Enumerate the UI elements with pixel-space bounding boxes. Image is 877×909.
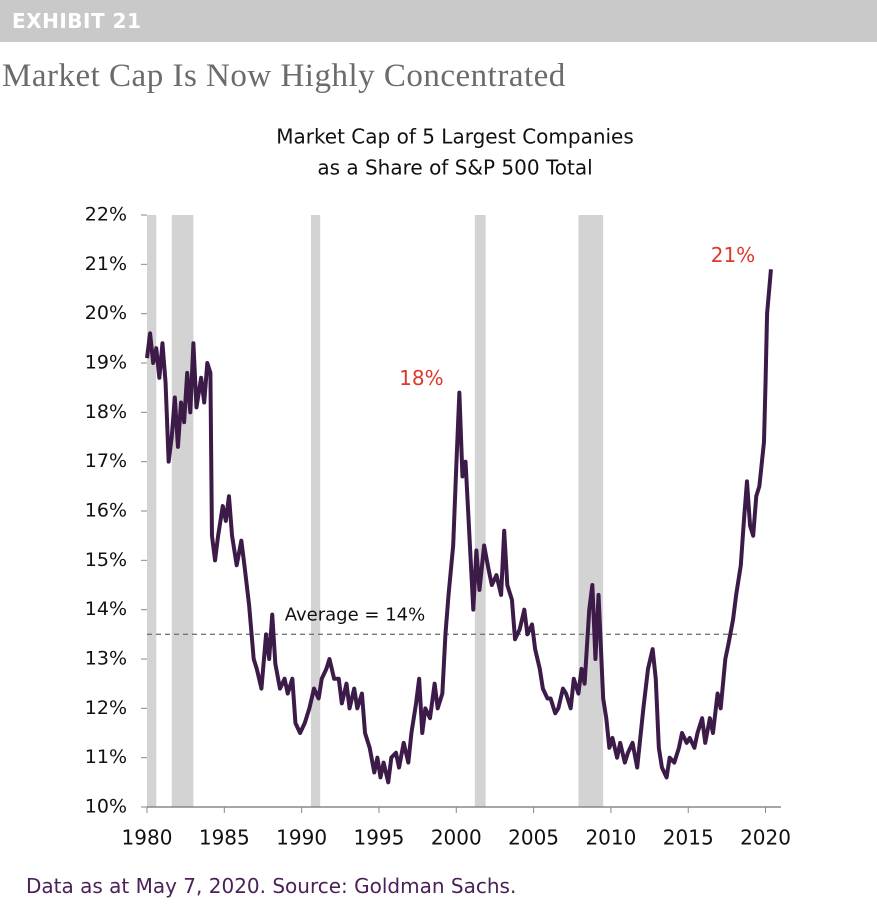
chart-title: as a Share of S&P 500 Total [317, 156, 592, 180]
y-tick-label: 15% [85, 549, 127, 571]
x-tick-label: 1995 [353, 826, 404, 850]
recession-band [474, 215, 486, 807]
y-tick-label: 19% [85, 352, 127, 374]
data-line [145, 269, 773, 785]
x-tick-label: 2010 [585, 826, 636, 850]
x-tick-label: 1985 [199, 826, 250, 850]
recession-band [578, 215, 604, 807]
y-tick-label: 11% [85, 746, 127, 768]
y-tick-label: 17% [85, 450, 127, 472]
recession-band [147, 215, 157, 807]
exhibit-label: EXHIBIT 21 [12, 9, 142, 33]
annotation: 21% [711, 243, 755, 267]
y-tick-label: 10% [85, 796, 127, 818]
footer-note: Data as at May 7, 2020. Source: Goldman … [26, 874, 517, 898]
average-label: Average = 14% [285, 604, 425, 625]
y-tick-label: 14% [85, 598, 127, 620]
y-tick-label: 18% [85, 401, 127, 423]
y-tick-label: 22% [85, 204, 127, 226]
recession-band [310, 215, 321, 807]
y-tick-label: 21% [85, 253, 127, 275]
x-tick-label: 1990 [276, 826, 327, 850]
x-tick-label: 2015 [663, 826, 714, 850]
x-tick-label: 1980 [122, 826, 173, 850]
annotation: 18% [399, 366, 443, 390]
page-title: Market Cap Is Now Highly Concentrated [2, 58, 566, 94]
y-tick-label: 20% [85, 302, 127, 324]
header-bar: EXHIBIT 21 [0, 0, 877, 42]
y-tick-label: 16% [85, 500, 127, 522]
x-tick-label: 2000 [431, 826, 482, 850]
x-tick-label: 2005 [508, 826, 559, 850]
chart-title: Market Cap of 5 Largest Companies [276, 125, 634, 149]
x-tick-label: 2020 [740, 826, 791, 850]
y-tick-label: 12% [85, 697, 127, 719]
recession-band [171, 215, 194, 807]
y-tick-label: 13% [85, 648, 127, 670]
